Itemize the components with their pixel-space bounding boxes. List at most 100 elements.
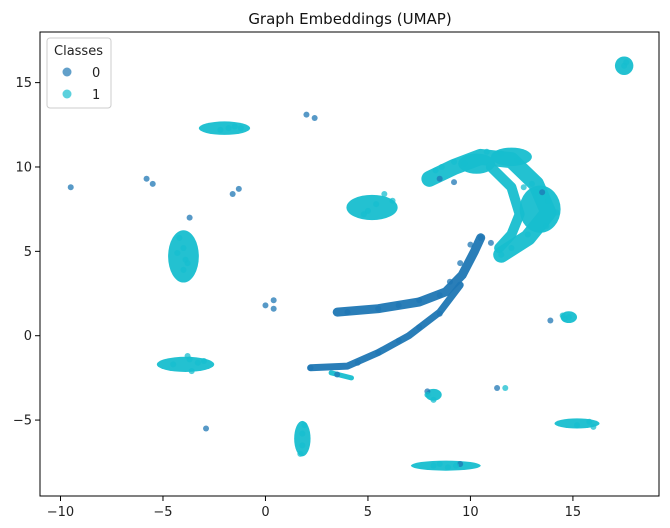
legend-title: Classes	[54, 44, 103, 59]
y-tick-label: 15	[15, 76, 32, 91]
point-class-1	[436, 460, 443, 467]
x-tick-label: 10	[462, 505, 479, 520]
point-class-0	[149, 180, 156, 187]
point-class-1	[432, 167, 439, 174]
point-class-1	[438, 163, 445, 170]
legend-label-class-0: 0	[92, 66, 100, 81]
point-class-1	[498, 150, 505, 157]
legend: Classes 0 1	[46, 37, 112, 109]
cluster-mid-left	[346, 194, 398, 221]
point-class-0	[334, 371, 341, 378]
plot-frame	[39, 31, 660, 497]
y-tick-label: 0	[24, 329, 32, 344]
x-tick-label: 5	[364, 505, 372, 520]
point-class-0	[436, 175, 443, 182]
point-class-0	[143, 175, 150, 182]
point-class-0	[229, 190, 236, 197]
point-class-1	[389, 197, 396, 204]
point-class-0	[307, 364, 314, 371]
legend-marker-class-1	[62, 89, 72, 99]
data-points	[67, 59, 630, 471]
point-class-0	[477, 234, 484, 241]
cluster-bottom-vertical	[294, 420, 311, 457]
point-class-0	[67, 184, 74, 191]
point-class-1	[200, 358, 207, 365]
y-axis-ticks: −5 0 5 10 15	[13, 76, 40, 429]
point-class-0	[354, 359, 361, 366]
point-class-0	[203, 425, 210, 432]
point-class-1	[524, 231, 531, 238]
point-class-0	[416, 324, 423, 331]
cluster-arc-inner	[485, 162, 525, 253]
point-class-1	[194, 359, 201, 366]
point-class-1	[533, 189, 540, 196]
point-class-0	[395, 302, 402, 309]
point-class-1	[553, 209, 560, 216]
cluster-top-small	[198, 121, 251, 135]
point-class-0	[375, 305, 382, 312]
point-class-1	[508, 244, 515, 251]
point-class-1	[623, 59, 630, 66]
point-class-0	[416, 297, 423, 304]
point-class-1	[364, 207, 371, 214]
point-class-1	[381, 190, 388, 197]
point-class-1	[543, 223, 550, 230]
point-class-1	[373, 201, 380, 208]
point-class-0	[451, 179, 458, 186]
point-class-0	[457, 260, 464, 267]
point-class-0	[446, 278, 453, 285]
point-class-0	[467, 241, 474, 248]
x-axis-ticks: −10 −5 0 5 10 15	[47, 496, 581, 520]
point-class-0	[303, 111, 310, 118]
point-class-0	[344, 309, 351, 316]
cluster-lower-branch	[307, 281, 464, 372]
point-class-1	[520, 184, 527, 191]
point-class-1	[565, 314, 572, 321]
point-class-0	[270, 305, 277, 312]
point-class-1	[301, 422, 308, 429]
point-class-0	[487, 239, 494, 246]
point-class-1	[184, 260, 191, 267]
point-class-0	[436, 292, 443, 299]
y-tick-label: 5	[24, 245, 32, 260]
point-class-1	[514, 157, 521, 164]
point-class-1	[424, 391, 431, 398]
point-class-1	[545, 197, 552, 204]
point-class-0	[375, 349, 382, 356]
x-tick-label: −10	[47, 505, 74, 520]
point-class-1	[586, 418, 593, 425]
legend-marker-class-0	[62, 67, 72, 77]
point-class-1	[237, 125, 244, 132]
point-class-0	[395, 337, 402, 344]
point-class-1	[170, 361, 177, 368]
point-class-1	[528, 180, 535, 187]
point-class-1	[297, 450, 304, 457]
point-class-1	[590, 423, 597, 430]
y-tick-label: 10	[15, 160, 32, 175]
point-class-0	[436, 310, 443, 317]
x-tick-label: −5	[153, 505, 172, 520]
point-class-1	[174, 250, 181, 257]
point-class-1	[360, 211, 367, 218]
point-class-0	[494, 385, 501, 392]
point-class-1	[231, 123, 238, 130]
point-class-0	[539, 189, 546, 196]
point-class-0	[262, 302, 269, 309]
y-tick-label: −5	[13, 414, 32, 429]
cluster-arc-band	[421, 148, 557, 263]
point-class-1	[461, 160, 468, 167]
point-class-1	[188, 368, 195, 375]
x-tick-label: 0	[261, 505, 269, 520]
cluster-left-vertical	[168, 230, 199, 283]
point-class-1	[430, 396, 437, 403]
x-tick-label: 15	[565, 505, 582, 520]
point-class-1	[451, 158, 458, 165]
point-class-1	[473, 153, 480, 160]
point-class-0	[311, 115, 318, 122]
point-class-0	[547, 317, 554, 324]
point-class-0	[235, 185, 242, 192]
point-class-1	[176, 234, 183, 241]
point-class-1	[453, 462, 460, 469]
point-class-1	[502, 385, 509, 392]
point-class-1	[180, 244, 187, 251]
